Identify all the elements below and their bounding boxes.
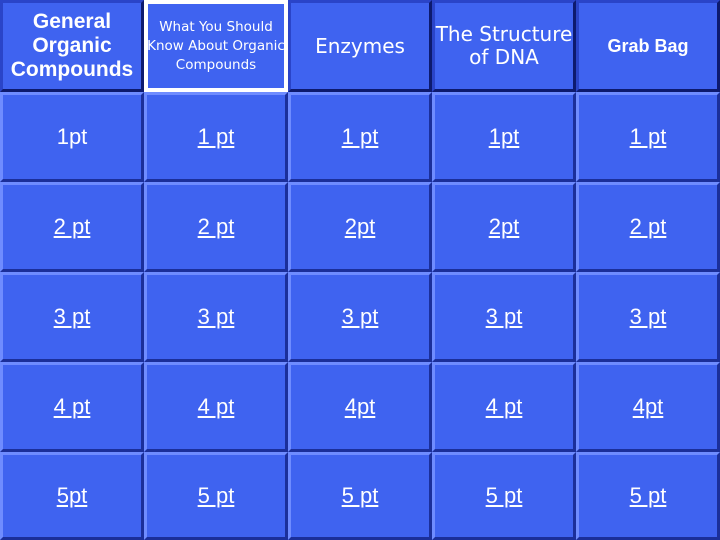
point-value-link[interactable]: 1pt xyxy=(488,124,520,149)
tile-col1-row1[interactable]: 1pt xyxy=(0,92,144,182)
tile-col3-row2[interactable]: 2pt xyxy=(288,182,432,272)
category-grab-bag: Grab Bag xyxy=(576,0,720,92)
point-value-link[interactable]: 4 pt xyxy=(197,394,235,419)
point-value-link[interactable]: 4 pt xyxy=(485,394,523,419)
point-value-link[interactable]: 4pt xyxy=(632,394,664,419)
point-value-link[interactable]: 4 pt xyxy=(53,394,91,419)
point-value-link[interactable]: 3 pt xyxy=(53,304,91,329)
category-label: Enzymes xyxy=(315,33,405,58)
category-label: The Structure of DNA xyxy=(435,22,573,69)
tile-col3-row1[interactable]: 1 pt xyxy=(288,92,432,182)
category-structure-of-dna: The Structure of DNA xyxy=(432,0,576,92)
point-value-link[interactable]: 3 pt xyxy=(197,304,235,329)
tile-col1-row5[interactable]: 5pt xyxy=(0,452,144,540)
tile-col5-row5[interactable]: 5 pt xyxy=(576,452,720,540)
tile-col4-row4[interactable]: 4 pt xyxy=(432,362,576,452)
tile-col4-row2[interactable]: 2pt xyxy=(432,182,576,272)
category-label: General Organic Compounds xyxy=(10,10,134,81)
point-value-link[interactable]: 5 pt xyxy=(485,483,523,508)
tile-col4-row1[interactable]: 1pt xyxy=(432,92,576,182)
tile-col3-row3[interactable]: 3 pt xyxy=(288,272,432,362)
tile-col2-row5[interactable]: 5 pt xyxy=(144,452,288,540)
point-value-link[interactable]: 5 pt xyxy=(341,483,379,508)
tile-col2-row1[interactable]: 1 pt xyxy=(144,92,288,182)
tile-col2-row4[interactable]: 4 pt xyxy=(144,362,288,452)
category-enzymes: Enzymes xyxy=(288,0,432,92)
point-value-link[interactable]: 5pt xyxy=(56,483,88,508)
point-value-link[interactable]: 2 pt xyxy=(197,214,235,239)
tile-col3-row5[interactable]: 5 pt xyxy=(288,452,432,540)
point-value-link[interactable]: 5 pt xyxy=(197,483,235,508)
point-value-link[interactable]: 5 pt xyxy=(629,483,667,508)
tile-col1-row3[interactable]: 3 pt xyxy=(0,272,144,362)
point-value-link[interactable]: 3 pt xyxy=(485,304,523,329)
point-value-link[interactable]: 2pt xyxy=(344,214,376,239)
category-what-you-should-know: What You Should Know About Organic Compo… xyxy=(144,0,288,92)
tile-col5-row2[interactable]: 2 pt xyxy=(576,182,720,272)
point-value-link[interactable]: 4pt xyxy=(344,394,376,419)
category-label: Grab Bag xyxy=(607,35,689,56)
tile-col5-row4[interactable]: 4pt xyxy=(576,362,720,452)
point-value-link[interactable]: 3 pt xyxy=(629,304,667,329)
point-value-link[interactable]: 1 pt xyxy=(197,124,235,149)
tile-col4-row5[interactable]: 5 pt xyxy=(432,452,576,540)
tile-col5-row3[interactable]: 3 pt xyxy=(576,272,720,362)
point-value-link[interactable]: 1 pt xyxy=(629,124,667,149)
point-value-link[interactable]: 2 pt xyxy=(629,214,667,239)
tile-col4-row3[interactable]: 3 pt xyxy=(432,272,576,362)
category-label: What You Should Know About Organic Compo… xyxy=(147,18,285,73)
tile-col2-row2[interactable]: 2 pt xyxy=(144,182,288,272)
category-general-organic-compounds: General Organic Compounds xyxy=(0,0,144,92)
point-value-link[interactable]: 2pt xyxy=(488,214,520,239)
point-value-link[interactable]: 1pt xyxy=(56,124,88,149)
tile-col1-row2[interactable]: 2 pt xyxy=(0,182,144,272)
tile-col3-row4[interactable]: 4pt xyxy=(288,362,432,452)
point-value-link[interactable]: 3 pt xyxy=(341,304,379,329)
tile-col5-row1[interactable]: 1 pt xyxy=(576,92,720,182)
point-value-link[interactable]: 2 pt xyxy=(53,214,91,239)
tile-col2-row3[interactable]: 3 pt xyxy=(144,272,288,362)
tile-col1-row4[interactable]: 4 pt xyxy=(0,362,144,452)
point-value-link[interactable]: 1 pt xyxy=(341,124,379,149)
